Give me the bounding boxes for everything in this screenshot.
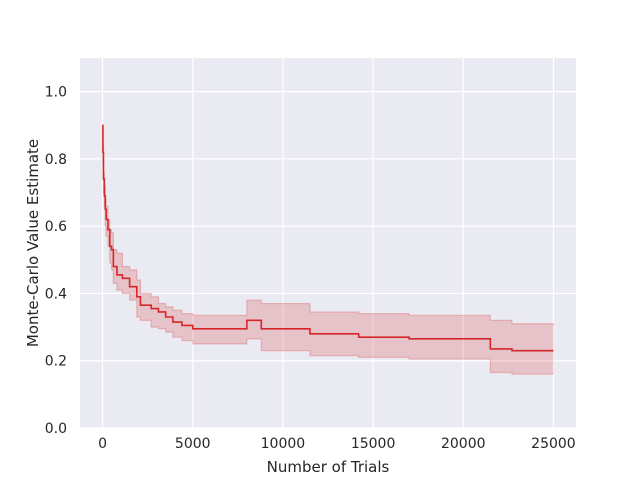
y-tick-label: 1.0 [45,85,67,101]
grid-lines [80,58,576,429]
y-tick-label: 0.2 [45,354,67,370]
y-tick-label: 0.4 [45,286,67,302]
x-tick-label: 0 [98,436,107,452]
confidence-band-lower-edge [102,124,554,375]
x-tick-label: 25000 [531,436,576,452]
x-axis-label: Number of Trials [267,458,390,476]
y-tick-label: 0.8 [45,152,67,168]
x-tick-label: 5000 [175,436,211,452]
y-axis-label: Monte-Carlo Value Estimate [24,139,42,347]
y-tick-label: 0.6 [45,219,67,235]
x-tick-label: 20000 [441,436,486,452]
mean-estimate-line [102,124,554,352]
confidence-band-upper-edge [102,124,555,326]
x-axis-ticks: 0 5000 10000 15000 20000 25000 [98,436,576,452]
x-tick-label: 15000 [351,436,396,452]
plot-area [80,58,576,428]
y-axis-ticks: 0.0 0.2 0.4 0.6 0.8 1.0 [45,85,67,437]
y-tick-label: 0.0 [45,421,67,437]
x-tick-label: 10000 [261,436,306,452]
